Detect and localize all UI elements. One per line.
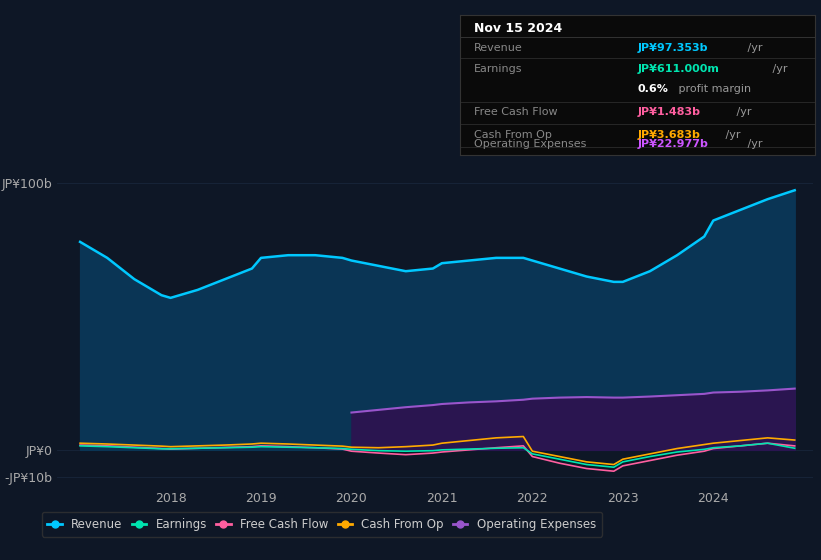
Text: /yr: /yr xyxy=(722,130,741,140)
Text: Revenue: Revenue xyxy=(474,43,523,53)
Text: Cash From Op: Cash From Op xyxy=(474,130,552,140)
Text: /yr: /yr xyxy=(733,108,751,118)
Text: Free Cash Flow: Free Cash Flow xyxy=(474,108,557,118)
Text: /yr: /yr xyxy=(744,139,762,150)
Text: /yr: /yr xyxy=(768,64,787,74)
Text: JP¥22.977b: JP¥22.977b xyxy=(637,139,709,150)
Text: Nov 15 2024: Nov 15 2024 xyxy=(474,22,562,35)
Text: JP¥611.000m: JP¥611.000m xyxy=(637,64,719,74)
Text: Earnings: Earnings xyxy=(474,64,522,74)
Text: 0.6%: 0.6% xyxy=(637,83,668,94)
Text: JP¥97.353b: JP¥97.353b xyxy=(637,43,708,53)
Text: profit margin: profit margin xyxy=(675,83,750,94)
Text: JP¥3.683b: JP¥3.683b xyxy=(637,130,700,140)
Text: /yr: /yr xyxy=(744,43,762,53)
Text: Operating Expenses: Operating Expenses xyxy=(474,139,586,150)
Legend: Revenue, Earnings, Free Cash Flow, Cash From Op, Operating Expenses: Revenue, Earnings, Free Cash Flow, Cash … xyxy=(42,512,602,536)
Text: JP¥1.483b: JP¥1.483b xyxy=(637,108,700,118)
